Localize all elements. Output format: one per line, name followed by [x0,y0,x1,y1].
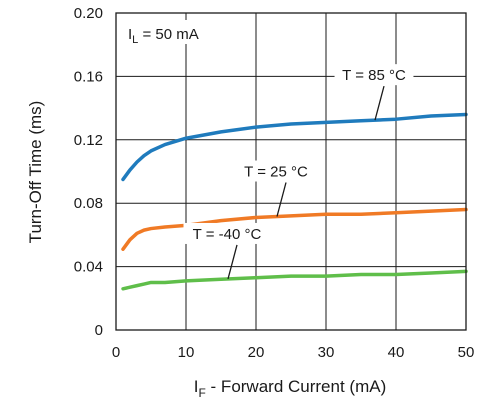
series-line-1 [121,207,468,251]
y-tick-label: 0.16 [74,68,103,85]
annotation-leader-2 [227,244,238,280]
annotation-label-1: T = 25 °C [244,164,308,181]
x-tick-label: 30 [318,344,335,361]
y-tick-label: 0.04 [74,259,103,276]
x-tick-label: 0 [112,344,120,361]
y-tick-label: 0.20 [74,5,103,22]
annotation-bg-1 [236,160,316,182]
annotation-bg-0 [334,64,414,86]
x-tick-label: 10 [178,344,195,361]
annotation-leader-1 [276,182,287,217]
x-tick-labels: 0 10 20 30 40 50 [112,344,475,361]
x-tick-label: 50 [458,344,475,361]
y-axis-label: Turn-Off Time (ms) [26,101,45,244]
series-lines [121,112,468,291]
y-tick-label: 0 [95,322,103,339]
series-line-2 [121,269,468,291]
annotation-leader-0 [374,85,385,121]
annotation-label-2: T = -40 °C [193,226,262,243]
condition-label: IL = 50 mA [128,26,199,46]
annotation-bg-2 [183,222,271,244]
x-axis-label: IF - Forward Current (mA) [194,377,387,400]
y-tick-label: 0.08 [74,195,103,212]
y-tick-label: 0.12 [74,132,103,149]
condition-label-bg [123,20,223,44]
x-tick-label: 40 [388,344,405,361]
series-line-0 [121,112,468,182]
x-axis-label-subscript: F [198,386,205,400]
condition-label-subscript: L [132,34,138,46]
x-tick-label: 20 [248,344,265,361]
annotation-label-0: T = 85 °C [342,67,406,84]
plot-frame [115,12,467,331]
series-annotations: T = 85 °C T = 25 °C T = -40 °C [183,64,414,280]
y-tick-labels: 0 0.04 0.08 0.12 0.16 0.20 [74,5,103,339]
